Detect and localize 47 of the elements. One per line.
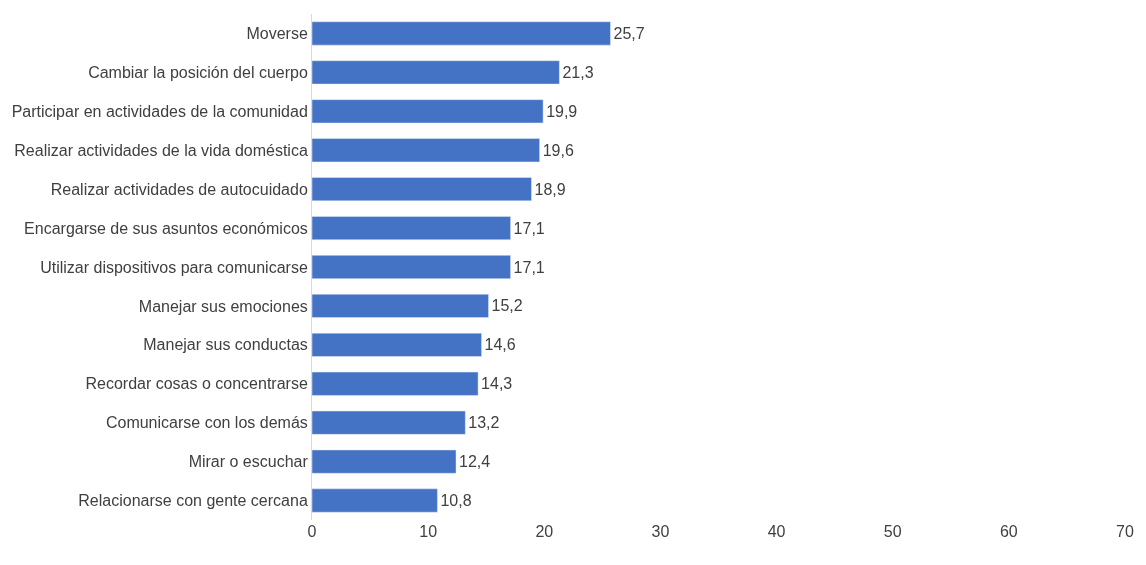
y-tick-label: Cambiar la posición del cuerpo bbox=[88, 63, 308, 81]
y-tick-label: Moverse bbox=[246, 25, 308, 43]
bar bbox=[312, 216, 511, 240]
y-tick-label: Utilizar dispositivos para comunicarse bbox=[40, 258, 308, 276]
data-label: 14,6 bbox=[484, 336, 516, 354]
x-tick-label: 70 bbox=[1116, 523, 1134, 540]
y-tick-label: Realizar actividades de la vida doméstica bbox=[14, 141, 308, 159]
y-tick-label: Recordar cosas o concentrarse bbox=[85, 375, 308, 393]
bar bbox=[312, 138, 540, 163]
data-label: 17,1 bbox=[513, 219, 545, 237]
bar bbox=[312, 177, 532, 202]
x-tick-label: 0 bbox=[307, 523, 317, 540]
x-tick-label: 10 bbox=[419, 523, 438, 540]
data-label: 17,1 bbox=[513, 258, 545, 276]
bar bbox=[312, 99, 544, 124]
x-tick-label: 50 bbox=[883, 523, 902, 540]
bar bbox=[312, 294, 489, 318]
bar bbox=[312, 371, 479, 396]
data-label: 10,8 bbox=[440, 492, 472, 510]
data-label: 13,2 bbox=[468, 414, 500, 432]
data-label: 12,4 bbox=[459, 453, 491, 471]
y-tick-label: Participar en actividades de la comunidad bbox=[11, 102, 308, 120]
data-label: 25,7 bbox=[613, 24, 645, 42]
bar bbox=[312, 410, 466, 435]
x-tick-label: 40 bbox=[767, 523, 786, 540]
x-tick-label: 20 bbox=[535, 523, 554, 540]
x-tick-label: 60 bbox=[999, 523, 1018, 540]
data-label: 15,2 bbox=[491, 297, 523, 315]
data-label: 14,3 bbox=[481, 375, 513, 393]
y-tick-label: Mirar o escuchar bbox=[188, 453, 309, 471]
y-tick-label: Manejar sus conductas bbox=[143, 336, 308, 354]
y-tick-label: Realizar actividades de autocuidado bbox=[50, 180, 308, 198]
y-tick-label: Encargarse de sus asuntos económicos bbox=[24, 219, 308, 237]
data-label: 18,9 bbox=[534, 180, 566, 198]
y-tick-label: Comunicarse con los demás bbox=[105, 414, 308, 432]
bar bbox=[312, 488, 438, 513]
bar bbox=[312, 21, 611, 46]
x-tick-label: 30 bbox=[651, 523, 670, 540]
bar bbox=[312, 255, 511, 279]
data-label: 19,9 bbox=[546, 102, 578, 120]
bar bbox=[312, 449, 457, 474]
bar bbox=[312, 332, 482, 357]
bar bbox=[312, 60, 560, 85]
data-label: 19,6 bbox=[542, 141, 574, 159]
y-tick-label: Manejar sus emociones bbox=[138, 297, 308, 315]
data-label: 21,3 bbox=[562, 63, 594, 81]
y-tick-label: Relacionarse con gente cercana bbox=[78, 492, 308, 510]
